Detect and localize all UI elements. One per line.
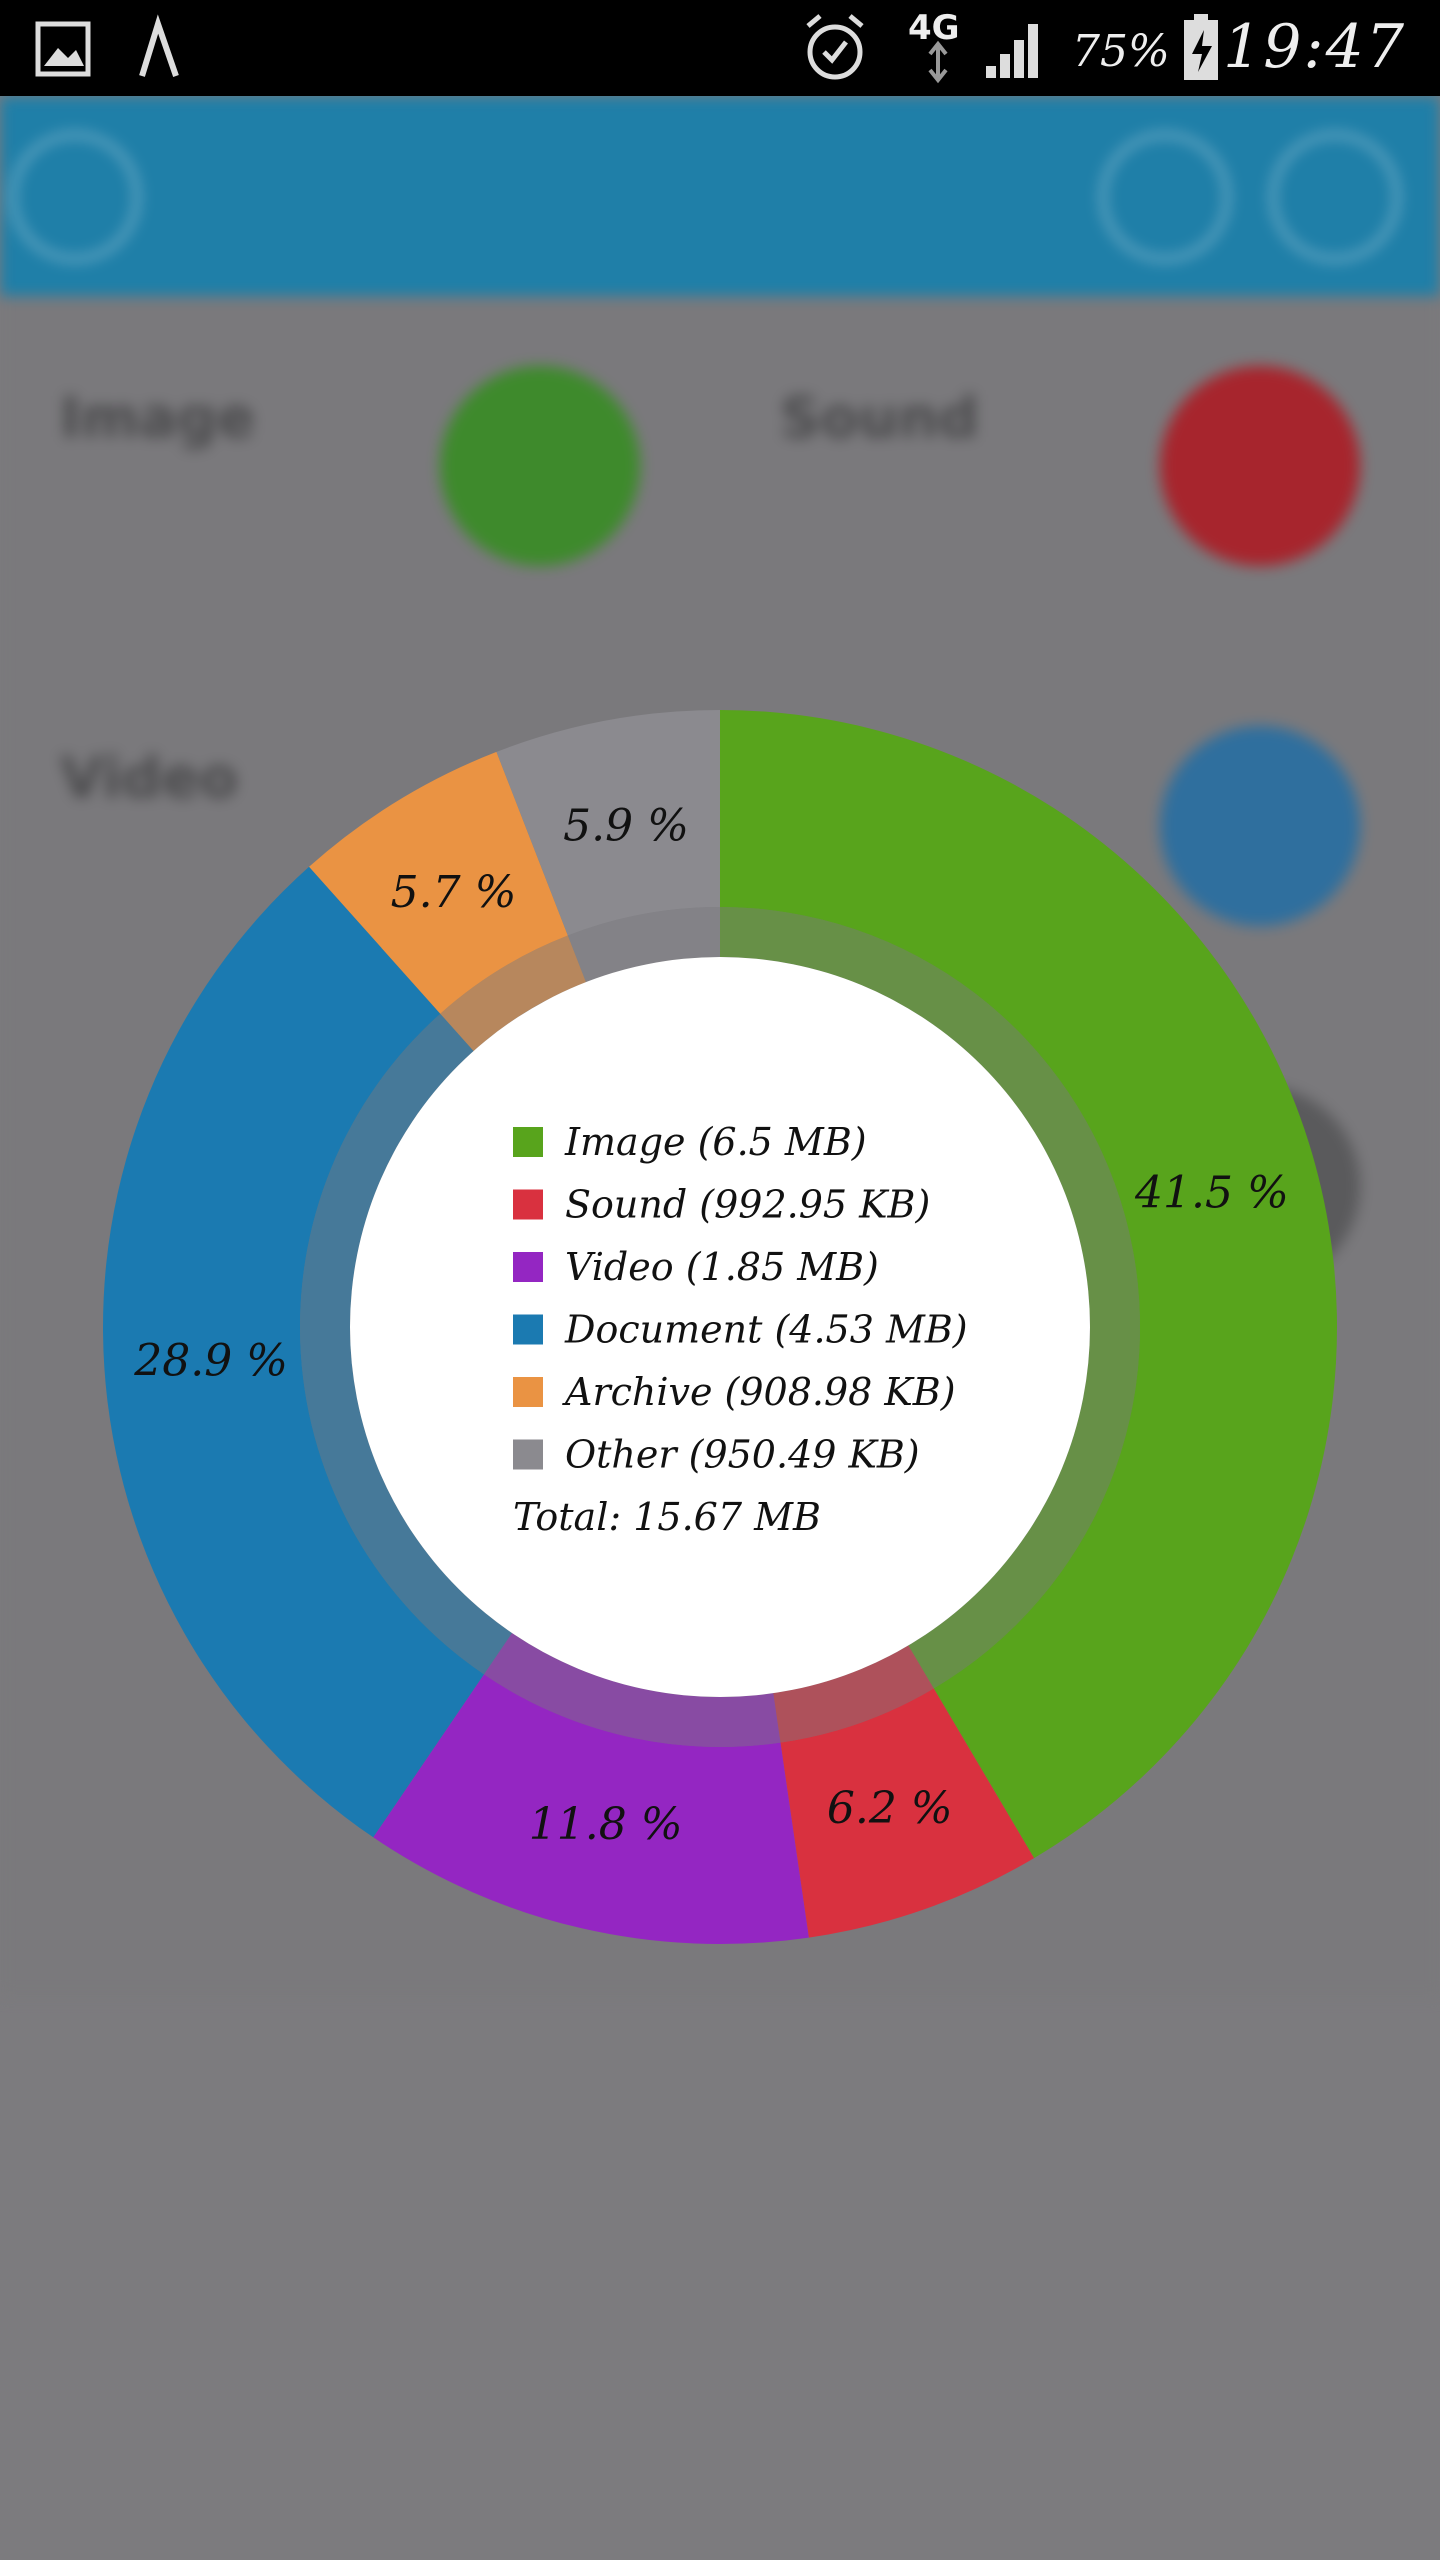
category-title: Image [60,386,256,451]
slice-value-label: 5.7 % [391,867,517,918]
chart-legend: Image (6.5 MB) Sound (992.95 KB) Video (1.… [513,1120,968,1539]
category-card-image: Image [0,326,700,666]
legend-swatch [513,1314,543,1345]
lambda-icon [139,14,179,77]
image-category-icon [440,366,640,566]
donut-slice[interactable] [780,1688,1035,1938]
slice-value-label: 41.5 % [1134,1167,1289,1218]
status-time: 19:47 [1223,12,1406,82]
slice-value-label: 5.9 % [563,801,689,852]
chart-inner-ring [299,907,1140,1747]
donut-slice[interactable] [496,710,720,936]
app-toolbar [0,96,1440,296]
clean-icon [1100,132,1230,262]
donut-inner-ring-segment [299,1013,513,1675]
donut-slice[interactable] [720,710,1338,1859]
signal-icon [986,24,1038,78]
status-bar: 4G 75% 19:47 [0,0,1440,96]
slice-value-label: 11.8 % [529,1799,683,1850]
donut-inner-ring-segment [720,907,1140,1689]
total-size-label: Total: 15.67 MB [513,1495,821,1539]
donut-inner-ring-segment [773,1645,934,1743]
category-card-sound: Sound [720,326,1420,666]
network-type: 4G [908,8,960,48]
category-card-document [720,686,1420,1026]
donut-slice[interactable] [373,1674,809,1944]
donut-inner-ring-segment [483,1633,781,1747]
settings-icon [1270,132,1400,262]
chart-slices [103,710,1338,1944]
donut-inner-ring-segment [440,935,586,1052]
legend-entry: Other (950.49 KB) [565,1433,920,1477]
legend-swatch [513,1439,543,1470]
legend-swatch [513,1127,543,1157]
legend-swatch [513,1189,543,1220]
document-category-icon [1160,726,1360,926]
legend-entry: Image (6.5 MB) [564,1120,867,1164]
legend-swatch [513,1252,543,1282]
category-card-video: Video [0,686,700,1026]
sound-category-icon [1160,366,1360,566]
gallery-icon [35,21,91,77]
legend-swatch [513,1377,543,1407]
category-title: Sound [780,386,979,451]
slice-value-label: 6.2 % [827,1783,953,1834]
donut-slice[interactable] [309,751,568,1014]
chart-value-labels: 41.5 % 6.2 % 11.8 % 28.9 % 5.7 % 5.9 % [133,801,1289,1850]
legend-entry: Video (1.85 MB) [565,1245,879,1289]
donut-slice[interactable] [103,866,484,1838]
battery-icon [1184,14,1218,80]
network-icon [928,40,948,84]
donut-inner-ring-segment [567,907,720,983]
menu-icon [10,132,140,262]
legend-entry: Sound (992.95 KB) [565,1183,930,1227]
slice-value-label: 28.9 % [133,1336,288,1387]
battery-percent: 75% [1072,26,1170,77]
legend-entry: Archive (908.98 KB) [562,1370,956,1414]
legend-entry: Document (4.53 MB) [564,1308,968,1352]
category-title: Video [60,746,239,811]
alarm-icon [806,14,864,80]
